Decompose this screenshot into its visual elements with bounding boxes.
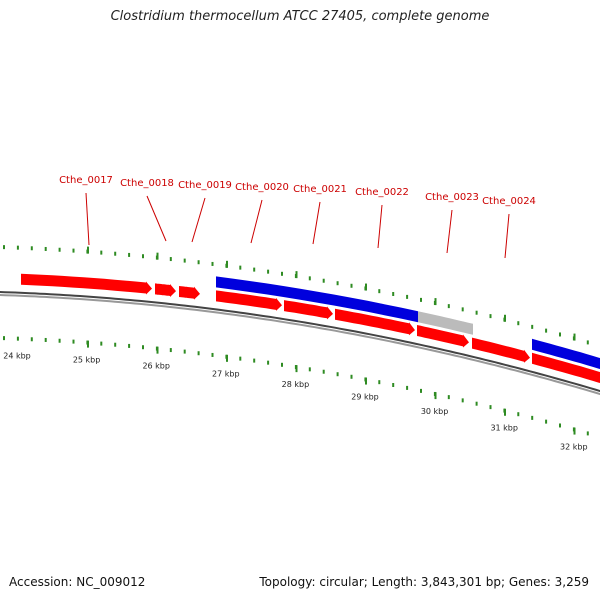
- cds-track: [216, 276, 600, 370]
- kbp-label: 26 kbp: [142, 362, 170, 371]
- gene-arrow: [216, 290, 282, 311]
- leader-line: [504, 213, 510, 259]
- cds-block: [216, 276, 418, 323]
- gene-track: [21, 273, 600, 384]
- gene-arrow: [472, 337, 530, 363]
- gene-label-cthe_0023: Cthe_0023: [425, 192, 479, 203]
- kbp-label: 24 kbp: [3, 352, 31, 361]
- kbp-label: 28 kbp: [282, 380, 310, 389]
- leader-line: [377, 204, 383, 249]
- leader-line: [85, 192, 90, 246]
- kbp-label: 30 kbp: [421, 407, 449, 416]
- kbp-label: 29 kbp: [351, 392, 379, 401]
- leader-line: [146, 195, 167, 242]
- genome-title: Clostridium thermocellum ATCC 27405, com…: [110, 9, 490, 24]
- gene-label-cthe_0020: Cthe_0020: [235, 182, 289, 193]
- backbone-strand-inner: [0, 293, 600, 396]
- leader-line: [191, 197, 206, 243]
- scale-labels: 24 kbp 25 kbp 26 kbp 27 kbp 28 kbp 29 kbp 30 k…: [3, 352, 587, 452]
- gene-arrow: [284, 300, 333, 320]
- gene-labels: Cthe_0017 Cthe_0018 Cthe_0019 Cthe_0020 Cthe…: [59, 175, 536, 207]
- gene-label-cthe_0019: Cthe_0019: [178, 180, 232, 191]
- accession-text: Accession: NC_009012: [9, 575, 146, 589]
- topology-text: Topology: circular; Length: 3,843,301 bp…: [259, 575, 589, 589]
- backbone-strand-outer: [0, 290, 600, 393]
- gene-arrow: [417, 325, 469, 348]
- leader-line: [312, 201, 321, 245]
- gene-arrow: [179, 286, 200, 300]
- gene-label-cthe_0021: Cthe_0021: [293, 184, 347, 195]
- label-leader-lines: [85, 192, 510, 259]
- gene-label-cthe_0017: Cthe_0017: [59, 175, 113, 186]
- gene-arrow: [21, 273, 152, 295]
- gene-label-cthe_0022: Cthe_0022: [355, 187, 409, 198]
- kbp-label: 32 kbp: [560, 442, 588, 451]
- cds-block: [532, 338, 600, 370]
- cds-block-gray: [418, 311, 473, 335]
- kbp-label: 31 kbp: [490, 424, 518, 433]
- gene-arrow: [335, 308, 415, 336]
- lower-tick-track: [3, 336, 589, 436]
- backbone-layer: [0, 290, 600, 396]
- kbp-label: 25 kbp: [73, 356, 101, 365]
- gene-arrow: [155, 283, 176, 297]
- leader-line: [446, 209, 453, 254]
- upper-tick-track: [3, 245, 589, 345]
- gene-label-cthe_0024: Cthe_0024: [482, 196, 536, 207]
- gene-label-cthe_0018: Cthe_0018: [120, 178, 174, 189]
- gene-arrow: [532, 352, 600, 384]
- leader-line: [250, 199, 263, 244]
- kbp-label: 27 kbp: [212, 370, 240, 379]
